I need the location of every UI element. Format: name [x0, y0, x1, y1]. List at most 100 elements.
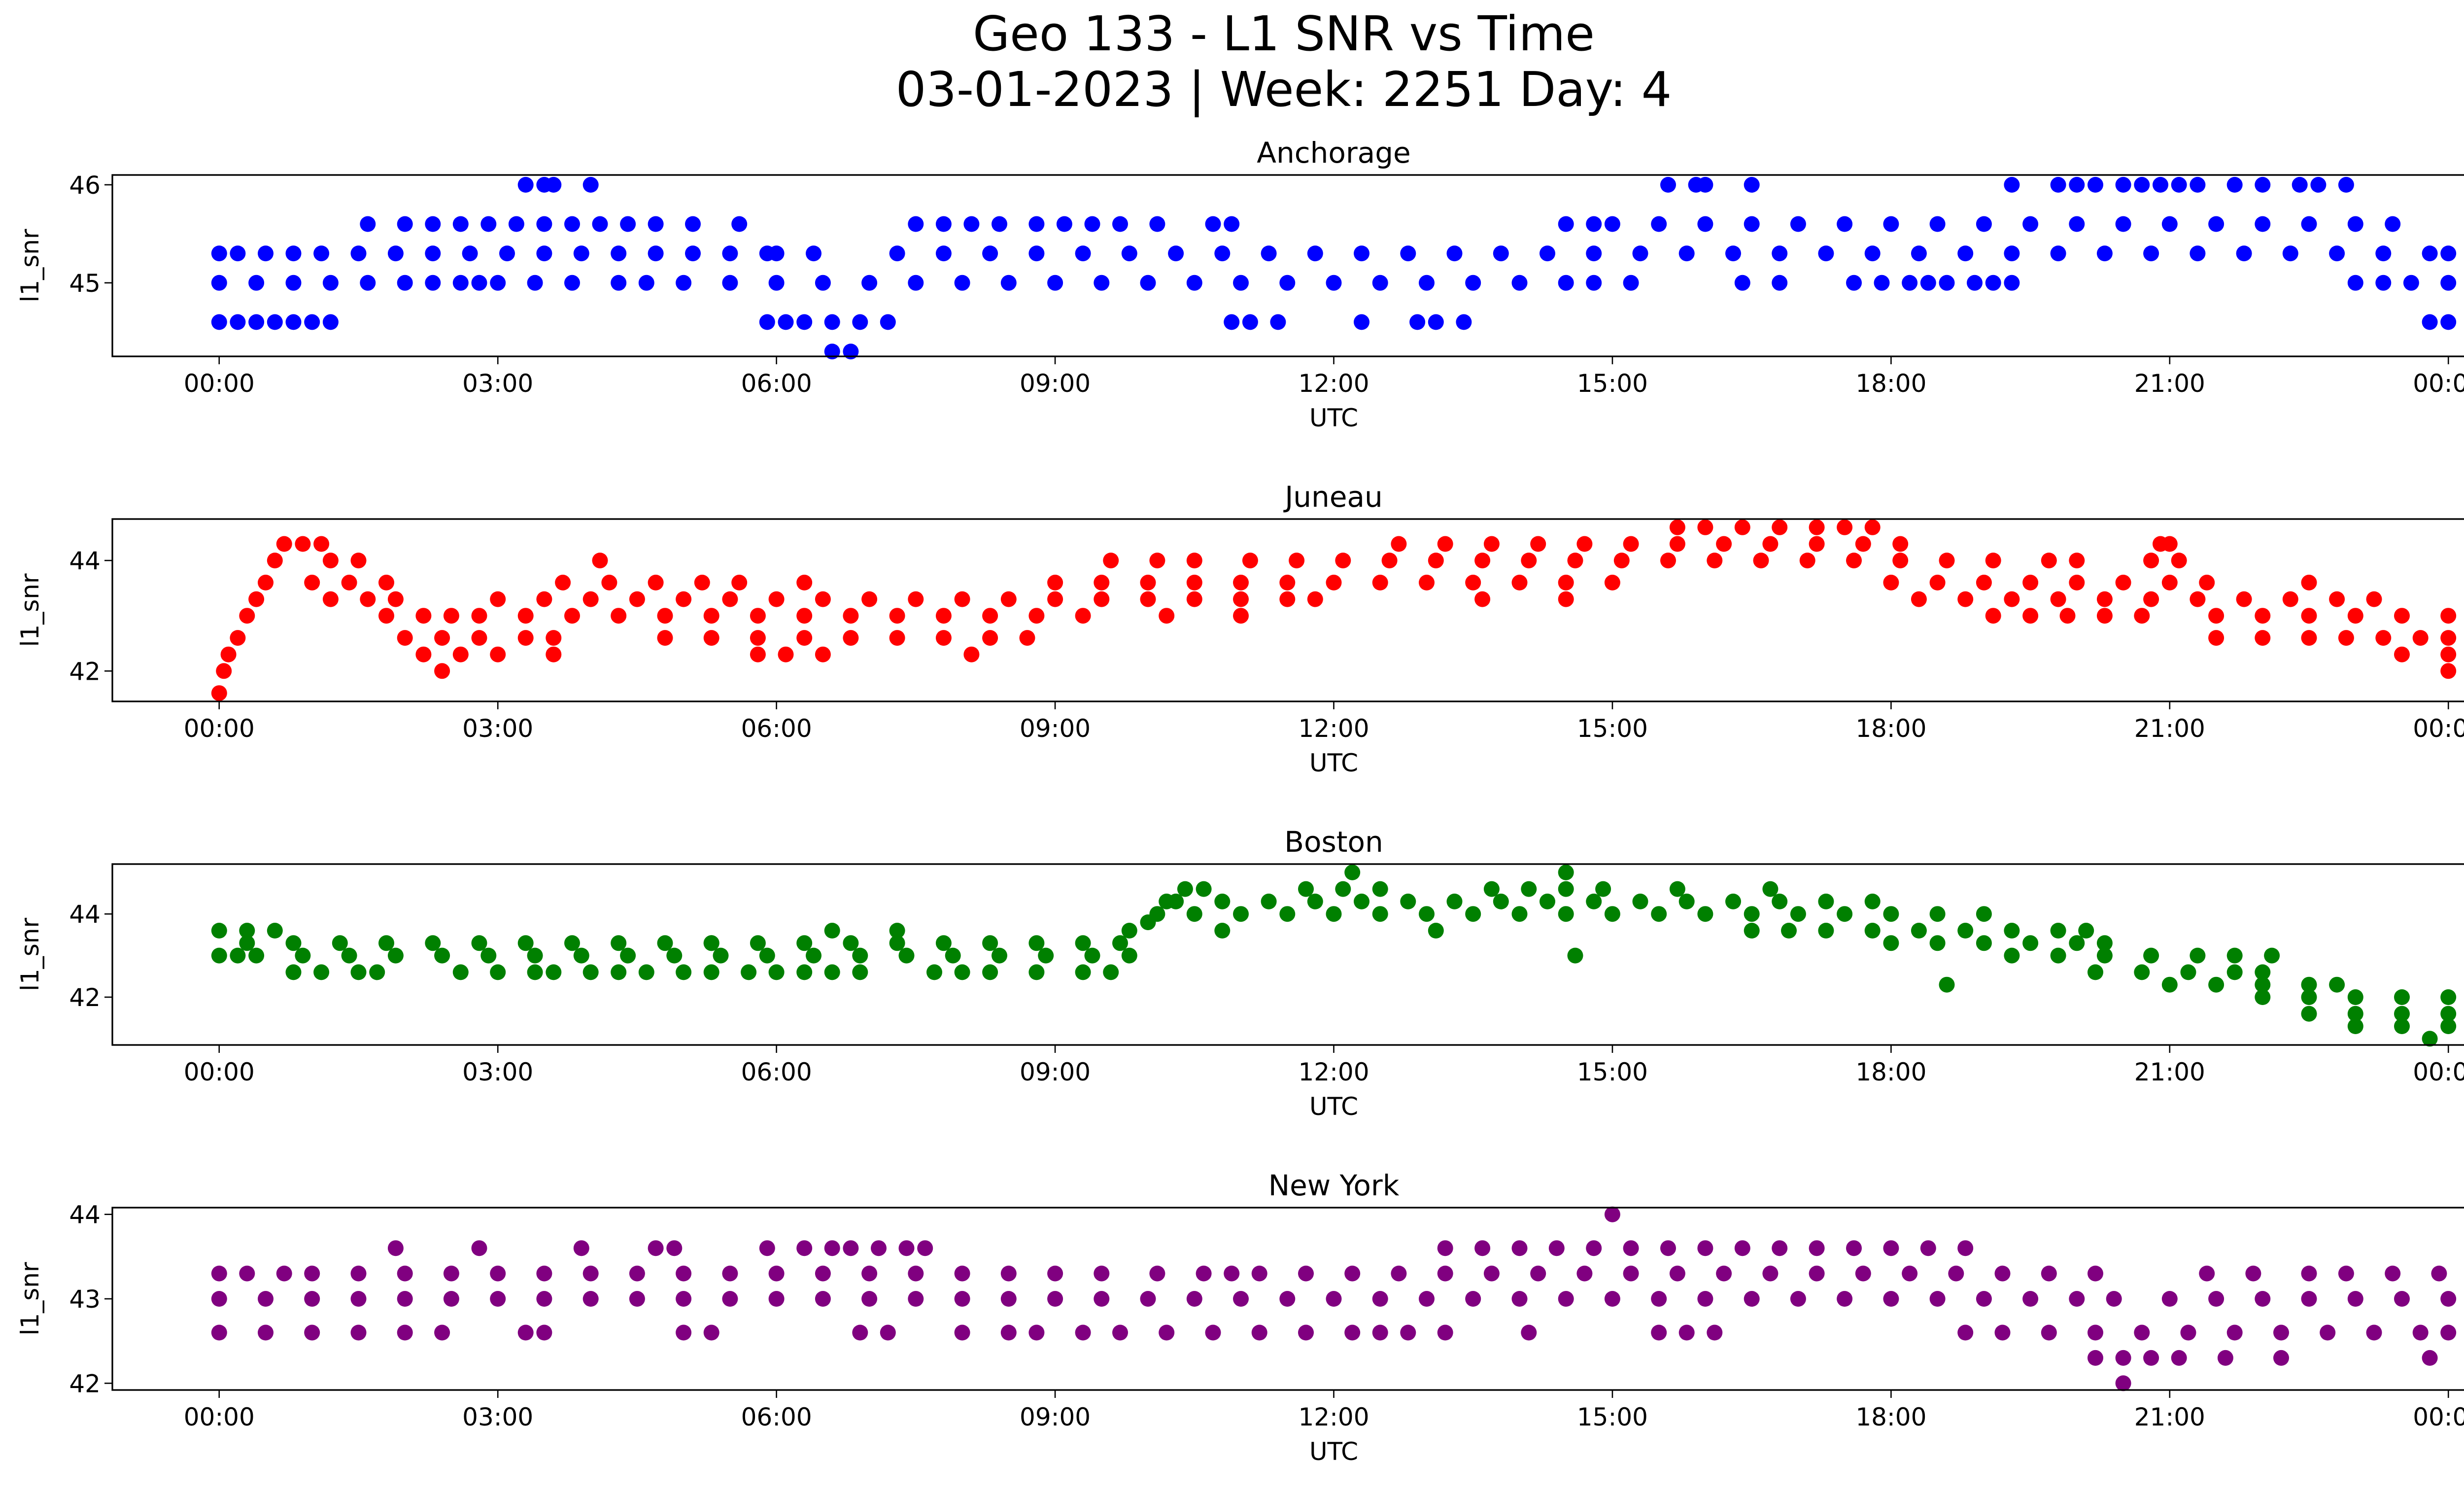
data-point [471, 608, 487, 624]
data-point [908, 1291, 924, 1307]
data-point [2115, 1350, 2131, 1366]
data-point [2440, 1291, 2457, 1307]
data-point [1716, 536, 1732, 552]
data-point [1744, 1291, 1760, 1307]
data-point [806, 245, 821, 262]
subplot-juneau: 00:00 03:00 06:00 09:00 12:00 15:00 18:00 21:00… [16, 480, 2464, 777]
data-point [1456, 314, 1472, 330]
data-point [1660, 1240, 1676, 1256]
subplot-new-york: 00:00 03:00 06:00 09:00 12:00 15:00 18:00 21:00… [16, 1169, 2464, 1466]
data-point [2385, 216, 2401, 232]
data-point [1772, 245, 1788, 262]
data-point [425, 935, 441, 951]
data-point [1734, 519, 1750, 535]
data-point [1623, 1240, 1639, 1256]
data-point [1883, 216, 1899, 232]
data-point [1790, 906, 1806, 922]
data-point [2347, 216, 2363, 232]
data-point [1307, 245, 1323, 262]
data-point [806, 947, 821, 964]
data-point [2115, 176, 2131, 193]
data-point [1344, 864, 1361, 880]
data-point [1000, 1324, 1017, 1341]
data-point [1279, 1291, 1296, 1307]
data-point [648, 216, 664, 232]
data-point [1558, 864, 1574, 880]
data-point [1967, 275, 1983, 291]
data-point [1540, 893, 1555, 909]
data-point [2255, 989, 2271, 1005]
data-point [2069, 1291, 2085, 1307]
data-point [2338, 630, 2354, 646]
data-point [1548, 1240, 1565, 1256]
data-point [1651, 1291, 1667, 1307]
data-point [267, 314, 283, 330]
data-point [2096, 591, 2113, 607]
data-point [2310, 176, 2327, 193]
data-point [1874, 275, 1890, 291]
data-point [1939, 553, 1955, 569]
data-point [2394, 1006, 2410, 1022]
data-point [1697, 176, 1713, 193]
data-point [1521, 553, 1537, 569]
data-point [1957, 923, 1974, 939]
data-point [2255, 1291, 2271, 1307]
data-point [1279, 574, 1296, 591]
data-point [2273, 1324, 2289, 1341]
data-point [648, 1240, 664, 1256]
x-tick-label: 03:00 [462, 369, 533, 398]
data-point [1168, 245, 1184, 262]
data-point [415, 608, 432, 624]
data-point [1697, 1291, 1713, 1307]
data-point [2041, 553, 2057, 569]
data-point [1112, 216, 1128, 232]
data-point [778, 646, 794, 662]
data-point [982, 630, 998, 646]
data-point [2403, 275, 2419, 291]
data-point [1576, 536, 1593, 552]
data-point [304, 1265, 320, 1282]
data-point [1576, 1265, 1593, 1282]
data-point [1837, 906, 1853, 922]
data-point [573, 1240, 589, 1256]
data-point [1214, 893, 1231, 909]
data-point [2161, 574, 2178, 591]
data-point [2161, 976, 2178, 993]
data-point [1586, 1240, 1602, 1256]
data-point [963, 646, 980, 662]
data-point [768, 245, 785, 262]
data-point [824, 923, 840, 939]
data-point [2347, 989, 2363, 1005]
data-point [1697, 216, 1713, 232]
data-point [1818, 893, 1834, 909]
data-point [2050, 947, 2066, 964]
data-point [527, 964, 543, 980]
data-point [2245, 1265, 2261, 1282]
data-point [2273, 1350, 2289, 1366]
x-tick-label: 00:00 [2413, 1403, 2464, 1431]
data-point [1864, 893, 1881, 909]
data-point [1540, 245, 1555, 262]
data-point [2143, 245, 2159, 262]
data-point [889, 245, 905, 262]
data-point [1772, 519, 1788, 535]
data-point [1530, 536, 1546, 552]
data-point [1632, 245, 1648, 262]
x-tick-label: 15:00 [1577, 1058, 1648, 1086]
data-point [657, 935, 673, 951]
data-point [1270, 314, 1286, 330]
data-point [1976, 574, 1992, 591]
data-point [1929, 906, 1946, 922]
data-point [2440, 646, 2457, 662]
data-point [1651, 1324, 1667, 1341]
data-point [861, 1291, 878, 1307]
data-point [471, 935, 487, 951]
data-point [2375, 245, 2392, 262]
data-point [1883, 906, 1899, 922]
data-point [2069, 216, 2085, 232]
data-point [582, 176, 599, 193]
data-point [1372, 881, 1388, 897]
data-point [2236, 591, 2252, 607]
data-point [1864, 923, 1881, 939]
data-point [2199, 1265, 2215, 1282]
